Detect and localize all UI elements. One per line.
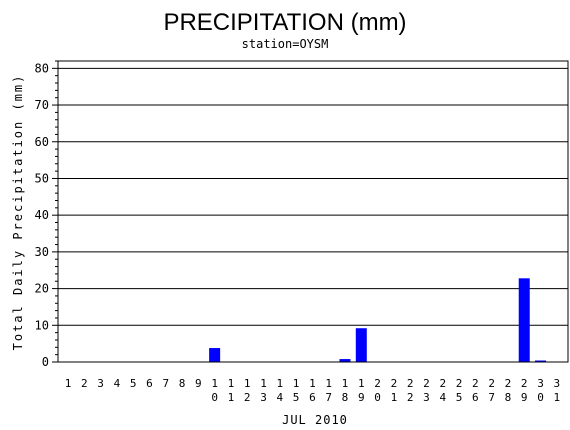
x-tick-label-22: 2 (407, 391, 414, 404)
axes (52, 60, 569, 363)
x-tick-label-10: 0 (211, 391, 218, 404)
x-tick-label-3: 3 (97, 377, 104, 390)
chart-title: PRECIPITATION (mm) (163, 9, 406, 36)
x-tick-label-1: 1 (65, 377, 72, 390)
x-tick-label-16: 6 (309, 391, 316, 404)
bar-day-18 (339, 359, 351, 362)
x-tick-label-30: 0 (537, 391, 544, 404)
chart-subtitle: station=OYSM (242, 37, 329, 51)
x-tick-label-24: 2 (439, 377, 446, 390)
x-tick-label-31: 3 (554, 377, 561, 390)
bars (209, 278, 547, 362)
x-tick-label-28: 2 (505, 377, 512, 390)
x-tick-label-14: 1 (277, 377, 284, 390)
y-tick-label: 40 (35, 208, 49, 222)
x-tick-label-21: 1 (391, 391, 398, 404)
x-tick-label-31: 1 (554, 391, 561, 404)
x-tick-label-19: 1 (358, 377, 365, 390)
y-tick-label: 0 (42, 355, 49, 369)
x-tick-label-12: 2 (244, 391, 251, 404)
x-tick-label-20: 0 (374, 391, 381, 404)
x-tick-label-2: 2 (81, 377, 88, 390)
x-tick-label-30: 3 (537, 377, 544, 390)
x-tick-label-8: 8 (179, 377, 186, 390)
x-tick-label-9: 9 (195, 377, 202, 390)
x-tick-label-26: 2 (472, 377, 479, 390)
y-tick-labels: 0 10 20 30 40 50 60 70 80 (35, 61, 49, 369)
x-tick-label-26: 6 (472, 391, 479, 404)
x-tick-label-17: 7 (325, 391, 332, 404)
y-tick-label: 30 (35, 245, 49, 259)
x-tick-label-4: 4 (114, 377, 121, 390)
x-tick-label-29: 2 (521, 377, 528, 390)
x-tick-label-11: 1 (228, 377, 235, 390)
x-tick-label-14: 4 (277, 391, 284, 404)
y-tick-label: 60 (35, 135, 49, 149)
x-tick-label-13: 3 (260, 391, 267, 404)
x-tick-label-18: 1 (342, 377, 349, 390)
x-tick-label-12: 1 (244, 377, 251, 390)
bar-day-10 (209, 348, 221, 362)
x-tick-label-27: 7 (488, 391, 495, 404)
bar-day-29 (518, 278, 530, 362)
x-tick-label-25: 5 (456, 391, 463, 404)
x-tick-label-27: 2 (488, 377, 495, 390)
plot-frame (57, 60, 569, 363)
y-axis-label: Total Daily Precipitation (mm) (11, 74, 25, 351)
bar-day-19 (355, 328, 367, 362)
x-tick-label-23: 3 (423, 391, 430, 404)
y-tick-label: 10 (35, 318, 49, 332)
y-tick-label: 50 (35, 171, 49, 185)
x-tick-labels: 1 2 3 4 5 6 7 8 9 1011121314151617181920212223242… (65, 377, 560, 404)
x-tick-label-18: 8 (342, 391, 349, 404)
x-axis-label: JUL 2010 (282, 413, 348, 427)
x-tick-label-20: 2 (374, 377, 381, 390)
x-tick-label-28: 8 (505, 391, 512, 404)
x-tick-label-11: 1 (228, 391, 235, 404)
y-tick-label: 80 (35, 61, 49, 75)
x-tick-label-22: 2 (407, 377, 414, 390)
x-tick-label-13: 1 (260, 377, 267, 390)
x-tick-label-16: 1 (309, 377, 316, 390)
grid-lines (58, 67, 568, 326)
x-tick-label-10: 1 (211, 377, 218, 390)
x-tick-label-15: 1 (293, 377, 300, 390)
x-tick-label-24: 4 (439, 391, 446, 404)
x-tick-label-23: 2 (423, 377, 430, 390)
x-tick-label-7: 7 (162, 377, 169, 390)
x-tick-label-21: 2 (391, 377, 398, 390)
bar-day-30 (535, 360, 547, 362)
y-tick-label: 70 (35, 98, 49, 112)
x-tick-label-29: 9 (521, 391, 528, 404)
x-tick-label-25: 2 (456, 377, 463, 390)
x-tick-label-6: 6 (146, 377, 153, 390)
x-tick-label-5: 5 (130, 377, 137, 390)
x-tick-label-17: 1 (325, 377, 332, 390)
x-tick-label-19: 9 (358, 391, 365, 404)
y-tick-label: 20 (35, 282, 49, 296)
x-tick-label-15: 5 (293, 391, 300, 404)
